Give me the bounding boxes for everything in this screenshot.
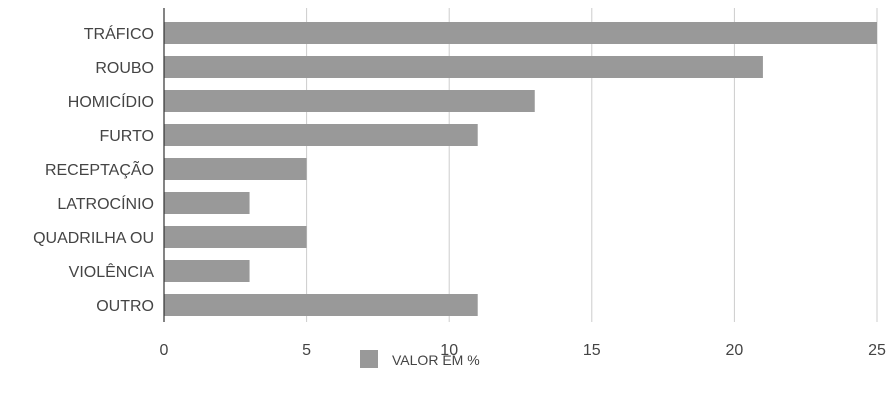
category-label: OUTRO xyxy=(96,298,154,315)
legend-label: VALOR EM % xyxy=(392,352,480,368)
category-label: HOMICÍDIO xyxy=(68,92,154,111)
x-tick-label: 20 xyxy=(726,342,744,359)
grid-layer xyxy=(306,8,878,322)
category-label: LATROCÍNIO xyxy=(57,194,154,213)
x-tick-label: 25 xyxy=(868,342,886,359)
x-tick-label: 15 xyxy=(583,342,601,359)
bar xyxy=(164,192,250,214)
x-tick-label: 0 xyxy=(160,342,169,359)
category-label: RECEPTAÇÃO xyxy=(45,159,154,179)
x-tick-label: 10 xyxy=(440,342,458,359)
bar xyxy=(164,124,478,146)
category-label: TRÁFICO xyxy=(84,24,154,43)
bar xyxy=(164,56,763,78)
bar xyxy=(164,90,535,112)
category-label: VIOLÊNCIA xyxy=(69,262,155,281)
category-label: FURTO xyxy=(99,128,154,145)
category-label: ROUBO xyxy=(95,60,154,77)
x-tick-label: 5 xyxy=(302,342,311,359)
bar xyxy=(164,226,307,248)
legend-swatch xyxy=(360,350,378,368)
bar xyxy=(164,158,307,180)
bar xyxy=(164,22,877,44)
category-label: QUADRILHA OU xyxy=(33,230,154,247)
bar xyxy=(164,294,478,316)
bar xyxy=(164,260,250,282)
bar-layer xyxy=(164,22,877,316)
legend: VALOR EM % xyxy=(360,350,480,368)
label-layer: 0 5 10 15 20 25 TRÁFICO ROUBO HOMICÍDIO FURTO RECE… xyxy=(33,24,886,359)
